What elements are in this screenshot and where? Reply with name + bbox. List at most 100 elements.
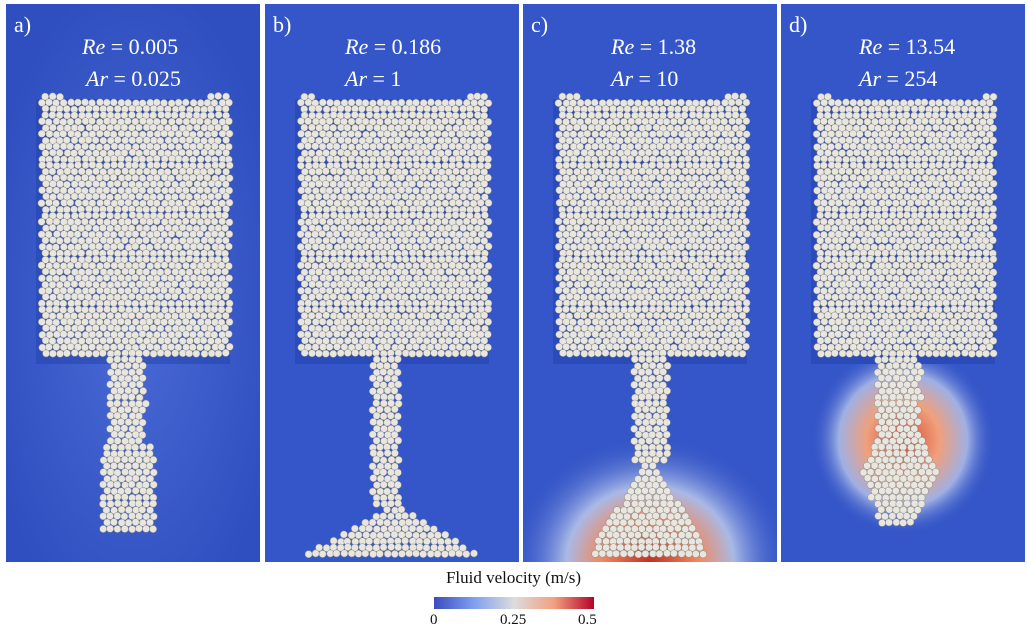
particle bbox=[845, 223, 854, 232]
particle bbox=[365, 136, 374, 144]
particle bbox=[742, 286, 751, 295]
particle bbox=[659, 437, 668, 445]
particle bbox=[200, 249, 208, 258]
particle bbox=[623, 211, 631, 220]
particle bbox=[627, 299, 635, 307]
particle bbox=[852, 349, 861, 357]
particle bbox=[601, 236, 610, 245]
particle bbox=[921, 117, 929, 126]
particle bbox=[652, 468, 661, 477]
particle bbox=[117, 230, 126, 238]
particle bbox=[598, 142, 606, 151]
particle bbox=[422, 524, 431, 533]
particle bbox=[347, 305, 356, 314]
particle bbox=[131, 186, 140, 195]
particle bbox=[910, 367, 919, 376]
particle bbox=[870, 173, 879, 182]
particle bbox=[135, 412, 143, 420]
particle bbox=[605, 161, 614, 169]
particle bbox=[591, 142, 599, 151]
particle bbox=[430, 105, 439, 114]
particle bbox=[914, 174, 922, 183]
particle bbox=[964, 117, 972, 125]
particle bbox=[221, 224, 229, 232]
particle bbox=[813, 306, 821, 314]
particle bbox=[870, 330, 879, 339]
particle bbox=[383, 374, 392, 383]
particle bbox=[985, 330, 994, 339]
particle bbox=[572, 255, 581, 264]
particle bbox=[476, 218, 485, 226]
particle bbox=[558, 92, 567, 101]
particle bbox=[884, 142, 893, 151]
particle bbox=[666, 111, 675, 119]
particle bbox=[820, 173, 828, 182]
particle bbox=[620, 161, 629, 170]
particle bbox=[565, 280, 574, 289]
particle bbox=[735, 186, 744, 194]
particle bbox=[343, 180, 352, 189]
particle bbox=[849, 142, 858, 151]
particle bbox=[221, 311, 230, 320]
particle bbox=[145, 462, 154, 470]
particle bbox=[222, 192, 230, 201]
particle bbox=[462, 550, 471, 558]
particle bbox=[152, 230, 161, 238]
particle bbox=[332, 142, 341, 151]
particle bbox=[572, 92, 581, 101]
particle bbox=[423, 180, 431, 189]
particle bbox=[565, 123, 574, 132]
particle bbox=[44, 286, 53, 295]
particle bbox=[365, 167, 374, 176]
particle bbox=[968, 267, 976, 276]
particle bbox=[591, 186, 599, 194]
particle bbox=[705, 155, 714, 164]
particle bbox=[326, 155, 335, 163]
particle bbox=[742, 161, 751, 170]
particle bbox=[935, 299, 944, 308]
particle bbox=[702, 349, 711, 358]
particle bbox=[322, 105, 331, 114]
particle bbox=[652, 311, 661, 320]
particle bbox=[841, 317, 850, 326]
particle bbox=[583, 273, 592, 282]
particle bbox=[340, 199, 349, 207]
particle bbox=[37, 217, 46, 226]
particle bbox=[735, 129, 744, 138]
particle bbox=[706, 343, 715, 351]
particle bbox=[455, 318, 464, 326]
particle bbox=[322, 280, 331, 289]
particle bbox=[307, 205, 316, 214]
particle bbox=[163, 349, 172, 358]
particle bbox=[742, 305, 751, 314]
particle bbox=[391, 230, 399, 238]
particle bbox=[932, 179, 940, 188]
particle bbox=[878, 174, 887, 182]
particle bbox=[308, 167, 317, 176]
particle bbox=[728, 217, 736, 226]
particle bbox=[885, 98, 893, 107]
particle bbox=[477, 155, 486, 163]
particle bbox=[587, 149, 596, 157]
particle bbox=[731, 311, 739, 320]
particle bbox=[368, 430, 377, 439]
particle bbox=[49, 293, 57, 302]
particle bbox=[716, 211, 725, 220]
particle bbox=[939, 223, 948, 232]
particle bbox=[698, 142, 707, 150]
particle bbox=[881, 355, 889, 364]
particle bbox=[221, 280, 229, 289]
particle bbox=[594, 168, 603, 177]
particle bbox=[415, 543, 424, 552]
particle bbox=[742, 98, 751, 107]
particle bbox=[619, 218, 628, 226]
particle bbox=[332, 155, 341, 163]
particle bbox=[598, 549, 607, 558]
particle bbox=[88, 199, 97, 207]
particle bbox=[691, 342, 700, 351]
particle bbox=[462, 130, 471, 138]
particle bbox=[131, 242, 140, 251]
particle bbox=[684, 154, 693, 163]
particle bbox=[605, 518, 614, 527]
particle bbox=[824, 192, 833, 201]
